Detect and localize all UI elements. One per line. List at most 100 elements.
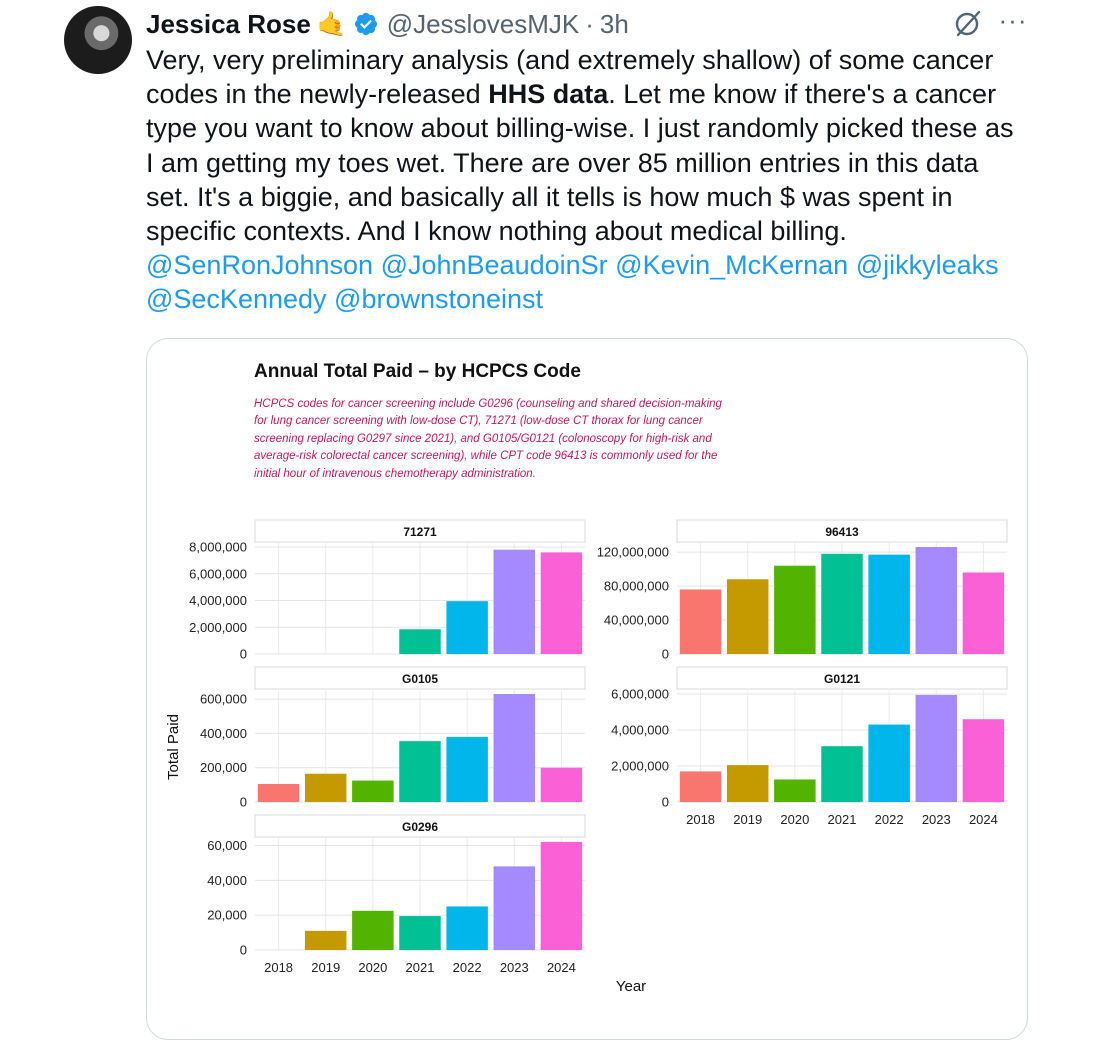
bar-71271-2022 bbox=[446, 601, 488, 654]
y-tick-label: 0 bbox=[240, 943, 247, 958]
y-tick-label: 2,000,000 bbox=[189, 620, 247, 635]
bold-text[interactable]: HHS data bbox=[488, 79, 609, 110]
bar-96413-2020 bbox=[774, 565, 816, 654]
facet-title: G0296 bbox=[402, 820, 438, 834]
verified-badge-icon bbox=[354, 12, 377, 36]
bar-96413-2018 bbox=[679, 589, 722, 654]
y-tick-label: 20,000 bbox=[207, 908, 247, 923]
bar-G0296-2019 bbox=[304, 930, 347, 950]
bar-G0105-2022 bbox=[446, 736, 488, 802]
x-tick-label: 2024 bbox=[547, 960, 576, 975]
bar-G0121-2020 bbox=[774, 779, 816, 802]
tweet-text-segment bbox=[848, 250, 856, 280]
x-tick-label: 2018 bbox=[686, 812, 715, 827]
facet-strip bbox=[254, 519, 586, 543]
x-tick-label: 2022 bbox=[875, 812, 904, 827]
x-tick-label: 2023 bbox=[922, 812, 951, 827]
bar-G0121-2021 bbox=[821, 746, 863, 802]
y-tick-label: 0 bbox=[240, 795, 247, 810]
chart-subtitle: HCPCS codes for cancer screening include… bbox=[254, 398, 722, 480]
y-tick-label: 400,000 bbox=[200, 726, 247, 741]
facet-bar-chart: 71271 0 2,000,000 4,000,000 6,000,000 8,000,0… bbox=[165, 519, 1008, 995]
more-icon[interactable]: ··· bbox=[998, 5, 1028, 35]
y-tick-label: 200,000 bbox=[200, 760, 247, 775]
bar-G0296-2020 bbox=[352, 910, 394, 950]
bar-G0296-2024 bbox=[540, 842, 583, 950]
bar-96413-2019 bbox=[726, 579, 769, 654]
facet-strip bbox=[254, 814, 586, 838]
grok-icon[interactable] bbox=[953, 8, 983, 38]
tweet-text-segment: Very, very preliminary analysis (and ext… bbox=[146, 45, 994, 110]
x-tick-label: 2018 bbox=[264, 960, 293, 975]
x-tick-label: 2023 bbox=[500, 960, 529, 975]
y-axis-title: Total Paid bbox=[165, 714, 182, 780]
x-axis-title: Year bbox=[616, 978, 646, 995]
bar-G0105-2020 bbox=[352, 780, 394, 802]
mention-link[interactable]: @jikkyleaks bbox=[855, 250, 999, 281]
x-tick-label: 2021 bbox=[406, 960, 435, 975]
bar-G0296-2022 bbox=[446, 906, 488, 950]
bar-G0105-2019 bbox=[304, 773, 347, 802]
y-tick-label: 8,000,000 bbox=[189, 540, 247, 555]
facet-title: 96413 bbox=[825, 525, 859, 539]
tweet-time[interactable]: 3h bbox=[599, 8, 629, 39]
bar-G0105-2018 bbox=[257, 784, 300, 802]
x-tick-label: 2020 bbox=[780, 812, 809, 827]
y-tick-label: 0 bbox=[662, 795, 669, 810]
bar-71271-2023 bbox=[493, 549, 536, 654]
y-tick-label: 40,000,000 bbox=[604, 613, 669, 628]
y-tick-label: 6,000,000 bbox=[611, 687, 669, 702]
y-tick-label: 2,000,000 bbox=[611, 759, 669, 774]
facet-strip bbox=[676, 519, 1008, 543]
facet-strip bbox=[254, 666, 586, 690]
bar-71271-2024 bbox=[540, 552, 583, 654]
mention-link[interactable]: @brownstoneinst bbox=[334, 284, 544, 315]
x-tick-label: 2024 bbox=[969, 812, 998, 827]
mention-link[interactable]: @SecKennedy bbox=[146, 284, 327, 315]
y-tick-label: 600,000 bbox=[200, 692, 247, 707]
bar-G0105-2023 bbox=[493, 694, 536, 802]
bar-96413-2024 bbox=[962, 572, 1005, 654]
y-tick-label: 40,000 bbox=[207, 873, 247, 888]
chart-image-card[interactable]: Annual Total Paid – by HCPCS Code HCPCS … bbox=[146, 338, 1028, 1040]
bar-G0121-2022 bbox=[868, 724, 910, 802]
y-tick-label: 60,000 bbox=[207, 838, 247, 853]
y-tick-label: 6,000,000 bbox=[189, 566, 247, 581]
tweet-text-segment: . Let me know if there's a cancer type y… bbox=[146, 79, 1014, 247]
author-emoji: 🤙 bbox=[316, 10, 347, 38]
y-tick-label: 0 bbox=[662, 647, 669, 662]
tweet-text-segment bbox=[373, 250, 381, 280]
bar-G0105-2024 bbox=[540, 767, 583, 802]
bar-G0105-2021 bbox=[399, 741, 441, 802]
tweet-header: Jessica Rose 🤙 @JesslovesMJK · 3h bbox=[146, 6, 629, 42]
bar-G0121-2018 bbox=[679, 771, 722, 802]
x-tick-label: 2020 bbox=[358, 960, 387, 975]
facet-title: G0121 bbox=[824, 672, 860, 686]
facet-strip bbox=[676, 666, 1008, 690]
bar-G0121-2019 bbox=[726, 765, 769, 802]
bar-71271-2021 bbox=[399, 629, 441, 654]
y-tick-label: 120,000,000 bbox=[597, 545, 669, 560]
x-tick-label: 2021 bbox=[828, 812, 857, 827]
bar-G0296-2021 bbox=[399, 916, 441, 950]
x-tick-label: 2019 bbox=[733, 812, 762, 827]
bar-G0121-2023 bbox=[915, 694, 958, 802]
bar-96413-2021 bbox=[821, 553, 863, 654]
bar-96413-2023 bbox=[915, 547, 958, 654]
mention-link[interactable]: @Kevin_McKernan bbox=[615, 250, 849, 281]
facet-title: 71271 bbox=[403, 525, 437, 539]
x-tick-label: 2019 bbox=[311, 960, 340, 975]
bar-G0121-2024 bbox=[962, 719, 1005, 802]
author-handle[interactable]: @JesslovesMJK bbox=[386, 8, 580, 39]
chart-title: Annual Total Paid – by HCPCS Code bbox=[254, 361, 581, 382]
bar-G0296-2023 bbox=[493, 866, 536, 950]
separator-dot: · bbox=[585, 8, 594, 39]
author-name[interactable]: Jessica Rose bbox=[146, 8, 311, 39]
author-avatar[interactable] bbox=[64, 6, 132, 74]
tweet-text: Very, very preliminary analysis (and ext… bbox=[146, 43, 1026, 317]
mention-link[interactable]: @JohnBeaudoinSr bbox=[380, 250, 608, 281]
y-tick-label: 4,000,000 bbox=[189, 593, 247, 608]
y-tick-label: 4,000,000 bbox=[611, 723, 669, 738]
mention-link[interactable]: @SenRonJohnson bbox=[146, 250, 374, 281]
y-tick-label: 80,000,000 bbox=[604, 579, 669, 594]
